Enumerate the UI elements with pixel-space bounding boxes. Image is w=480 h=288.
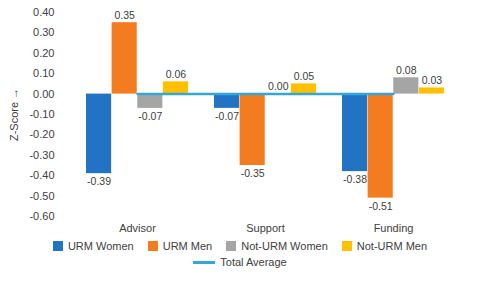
svg-text:-0.50: -0.50: [29, 190, 54, 202]
svg-text:0.00: 0.00: [33, 88, 54, 100]
svg-text:0.08: 0.08: [396, 64, 417, 76]
svg-text:0.20: 0.20: [33, 47, 54, 59]
html-text:URM Men: URM Men: [162, 240, 213, 252]
svg-text:0.00: 0.00: [268, 80, 289, 92]
svg-text:-0.35: -0.35: [241, 167, 265, 179]
svg-text:Advisor: Advisor: [119, 222, 156, 234]
svg-text:0.10: 0.10: [33, 67, 54, 79]
svg-text:Z-Score →: Z-Score →: [8, 88, 20, 141]
svg-text:Support: Support: [246, 222, 285, 234]
svg-text:0.05: 0.05: [294, 70, 315, 82]
svg-text:-0.30: -0.30: [29, 149, 54, 161]
svg-text:0.03: 0.03: [422, 74, 443, 86]
svg-text:0.30: 0.30: [33, 26, 54, 38]
svg-text:0.40: 0.40: [33, 6, 54, 18]
svg-text:-0.51: -0.51: [369, 200, 393, 212]
svg-text:0.06: 0.06: [166, 68, 187, 80]
svg-text:-0.10: -0.10: [29, 108, 54, 120]
svg-text:-0.40: -0.40: [29, 169, 54, 181]
html-text:Not-URM Men: Not-URM Men: [356, 240, 428, 252]
html-text:URM Women: URM Women: [67, 240, 134, 252]
svg-text:Funding: Funding: [374, 222, 414, 234]
svg-text:0.35: 0.35: [114, 9, 135, 21]
html-text:Not-URM Women: Not-URM Women: [241, 240, 328, 252]
svg-text:-0.60: -0.60: [29, 210, 54, 222]
svg-text:-0.07: -0.07: [138, 110, 162, 122]
svg-text:-0.20: -0.20: [29, 128, 54, 140]
svg-text:-0.07: -0.07: [215, 110, 239, 122]
html-text:Total Average: Total Average: [220, 256, 287, 268]
svg-text:-0.39: -0.39: [87, 175, 111, 187]
svg-text:-0.38: -0.38: [343, 173, 367, 185]
